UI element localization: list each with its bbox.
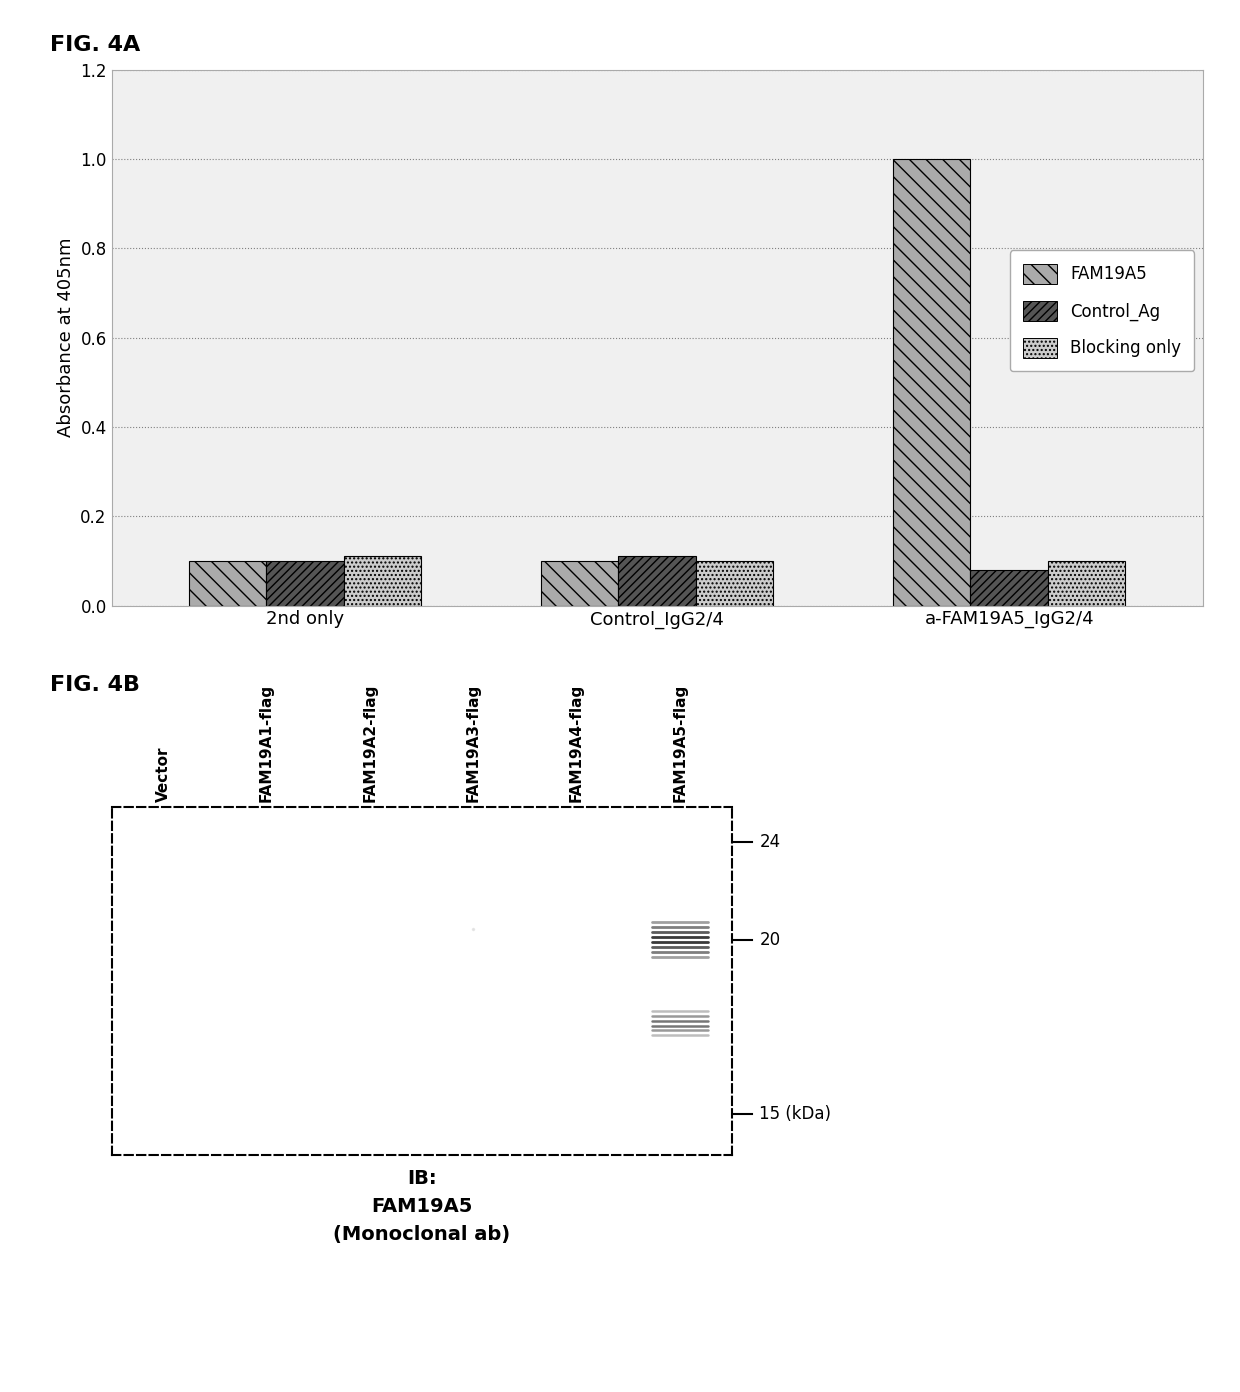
- Text: FAM19A4-flag: FAM19A4-flag: [569, 683, 584, 802]
- Text: FIG. 4B: FIG. 4B: [50, 675, 140, 695]
- Bar: [188, 561, 267, 606]
- Text: 15 (kDa): 15 (kDa): [759, 1105, 831, 1122]
- Text: Vector: Vector: [156, 746, 171, 802]
- Bar: [619, 557, 696, 606]
- Text: FAM19A3-flag: FAM19A3-flag: [466, 683, 481, 802]
- Bar: [893, 159, 971, 606]
- Text: IB:
FAM19A5
(Monoclonal ab): IB: FAM19A5 (Monoclonal ab): [334, 1169, 510, 1244]
- Bar: [267, 561, 343, 606]
- Text: FAM19A2-flag: FAM19A2-flag: [362, 683, 377, 802]
- Text: FAM19A1-flag: FAM19A1-flag: [259, 683, 274, 802]
- Y-axis label: Absorbance at 405nm: Absorbance at 405nm: [57, 238, 74, 437]
- Bar: [343, 557, 422, 606]
- Text: FAM19A5-flag: FAM19A5-flag: [672, 683, 687, 802]
- Legend: FAM19A5, Control_Ag, Blocking only: FAM19A5, Control_Ag, Blocking only: [1011, 251, 1194, 372]
- Bar: [541, 561, 619, 606]
- Bar: [696, 561, 774, 606]
- Text: 24: 24: [759, 834, 780, 851]
- Text: 20: 20: [759, 931, 780, 948]
- Bar: [1048, 561, 1126, 606]
- Bar: [971, 569, 1048, 606]
- Text: FIG. 4A: FIG. 4A: [50, 35, 140, 54]
